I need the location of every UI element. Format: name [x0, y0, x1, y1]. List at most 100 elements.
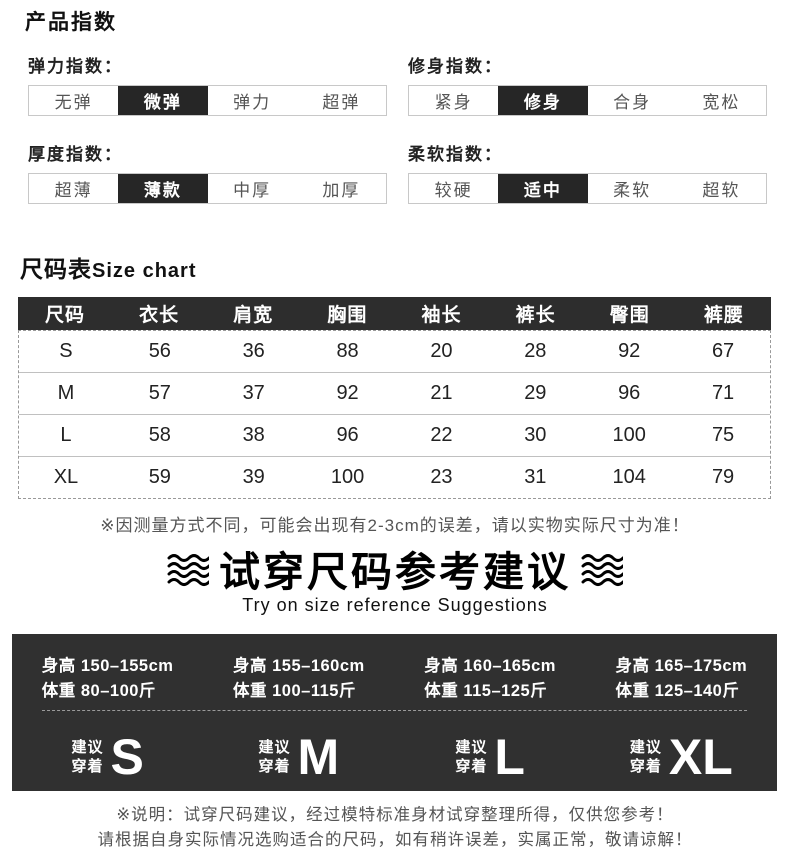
table-cell: 100 — [330, 466, 365, 488]
table-cell: 37 — [242, 382, 265, 404]
size-chart-table: 尺码 衣长 肩宽 胸围 袖长 裤长 臀围 裤腰 S 56 36 88 20 28 92 67 M 57 37 92 2… — [18, 297, 771, 499]
index-option-selected: 修身 — [498, 86, 588, 115]
table-cell: L — [60, 424, 72, 446]
size-chart-header-row: 尺码 衣长 肩宽 胸围 袖长 裤长 臀围 裤腰 — [18, 297, 771, 330]
suggestion-row: 建议 穿着 L — [455, 732, 525, 782]
recommendation-col-s: 身高 150–155cm 体重 80–100斤 建议 穿着 S — [12, 634, 203, 791]
table-cell: XL — [53, 466, 79, 488]
index-group-label: 弹力指数： — [28, 57, 123, 76]
suggest-label-line1: 建议 — [455, 739, 488, 757]
index-option-bar: 超薄 薄款 中厚 加厚 — [28, 173, 387, 204]
index-group-0: 弹力指数： 无弹 微弹 弹力 超弹 — [28, 52, 387, 116]
table-cell: 96 — [618, 382, 641, 404]
table-cell: 21 — [430, 382, 453, 404]
index-option: 弹力 — [233, 93, 272, 112]
table-cell: 75 — [711, 424, 735, 446]
footer-note-line1: ※说明：试穿尺码建议，经过模特标准身材试穿整理所得，仅供您参考！ — [116, 806, 674, 825]
measurement-note: ※因测量方式不同，可能会出现有2-3cm的误差，请以实物实际尺寸为准！ — [100, 516, 690, 535]
recommendation-col-xl: 身高 165–175cm 体重 125–140斤建议 穿着 XL — [586, 634, 777, 791]
table-cell: 58 — [148, 424, 171, 446]
height-text: 身高 150–155cm — [41, 657, 174, 676]
table-cell: 31 — [524, 466, 547, 488]
table-row: XL 59 39 100 23 31 104 79 — [19, 456, 770, 498]
suggest-label: 建议 穿着 — [630, 738, 662, 776]
table-cell: S — [59, 340, 73, 362]
index-group-2: 厚度指数： 超薄 薄款 中厚 加厚 — [28, 140, 387, 204]
suggest-label: 建议 穿着 — [259, 738, 291, 776]
size-chart-column-header: 袖长 — [421, 305, 462, 326]
index-group-label: 修身指数： — [408, 57, 503, 76]
index-option-bar: 较硬 适中 柔软 超软 — [408, 173, 767, 204]
suggested-size: S — [110, 729, 144, 786]
height-weight-text: 身高 160–165cm 体重 115–125斤 — [424, 654, 556, 704]
index-option-bar: 无弹 微弹 弹力 超弹 — [28, 85, 387, 116]
index-option: 柔软 — [613, 181, 652, 200]
index-group-1: 修身指数： 紧身 修身 合身 宽松 — [408, 52, 767, 116]
size-chart-body: S 56 36 88 20 28 92 67 M 57 37 92 21 29 96 71 L 58 38 96 22 3… — [18, 330, 771, 499]
suggestion-row: 建议 穿着 XL — [630, 732, 733, 782]
size-chart-title: 尺码表Size chart — [20, 250, 790, 284]
size-chart-title-cn: 尺码表 — [20, 256, 92, 282]
table-cell: 56 — [148, 340, 171, 362]
table-cell: 79 — [711, 466, 735, 488]
height-weight-text: 身高 165–175cm 体重 125–140斤 — [616, 654, 748, 704]
footer-notes: ※说明：试穿尺码建议，经过模特标准身材试穿整理所得，仅供您参考！ 请根据自身实际… — [0, 803, 790, 853]
table-row: M 57 37 92 21 29 96 71 — [19, 372, 770, 414]
height-text: 身高 155–160cm — [233, 657, 365, 676]
recommendation-col-m: 身高 155–160cm 体重 100–115斤 建议 穿着 M — [203, 634, 394, 791]
table-cell: 57 — [148, 382, 171, 404]
table-row: L 58 38 96 22 30 100 75 — [19, 414, 770, 456]
size-chart-column-header: 臀围 — [609, 305, 650, 326]
index-option: 无弹 — [54, 93, 93, 112]
table-cell: 96 — [336, 424, 359, 446]
product-index-section: 弹力指数： 无弹 微弹 弹力 超弹 修身指数： 紧身 修身 合身 宽松 厚度指数： 超薄 薄款 中厚 加厚 柔… — [28, 52, 767, 204]
suggest-label: 建议 穿着 — [71, 738, 103, 776]
index-option: 紧身 — [434, 93, 473, 112]
table-cell: 29 — [524, 382, 547, 404]
table-cell: 38 — [242, 424, 265, 446]
index-option-selected: 适中 — [498, 174, 588, 203]
suggest-label-line2: 穿着 — [629, 758, 662, 776]
index-group-label: 柔软指数： — [408, 145, 503, 164]
table-cell: 20 — [430, 340, 453, 362]
height-text: 身高 160–165cm — [424, 657, 556, 676]
recommendation-col-l: 身高 160–165cm 体重 115–125斤建议 穿着 L — [395, 634, 586, 791]
tryon-title: 试穿尺码参考建议 — [219, 549, 571, 595]
dashed-divider — [42, 710, 747, 712]
index-option-selected: 薄款 — [118, 174, 208, 203]
weight-text: 体重 100–115斤 — [233, 682, 356, 701]
weight-text: 体重 115–125斤 — [424, 682, 548, 701]
size-chart-column-header: 胸围 — [327, 305, 368, 326]
size-chart-title-en: Size chart — [92, 260, 197, 282]
suggest-label-line1: 建议 — [258, 739, 291, 757]
index-option: 合身 — [613, 93, 652, 112]
size-chart-column-header: 裤腰 — [703, 305, 744, 326]
height-text: 身高 165–175cm — [615, 657, 748, 676]
index-option-bar: 紧身 修身 合身 宽松 — [408, 85, 767, 116]
table-cell: 39 — [242, 466, 265, 488]
table-cell: 88 — [336, 340, 359, 362]
index-option: 较硬 — [434, 181, 473, 200]
index-group-label: 厚度指数： — [28, 145, 123, 164]
wave-right-icon — [581, 553, 625, 592]
wave-left-icon — [167, 553, 211, 592]
table-cell: 28 — [524, 340, 547, 362]
suggest-label-line1: 建议 — [629, 739, 662, 757]
weight-text: 体重 125–140斤 — [615, 682, 740, 701]
page-title: 产品指数 — [25, 11, 117, 34]
table-cell: 36 — [242, 340, 265, 362]
index-option: 超弹 — [322, 93, 361, 112]
footer-note-line2: 请根据自身实际情况选购适合的尺码，如有稍许误差，实属正常，敬请谅解！ — [97, 831, 693, 850]
table-cell: 22 — [430, 424, 453, 446]
table-cell: 30 — [524, 424, 547, 446]
index-option: 超薄 — [54, 181, 93, 200]
size-chart-column-header: 尺码 — [45, 305, 86, 326]
suggestion-row: 建议 穿着 S — [71, 729, 144, 786]
table-cell: 23 — [430, 466, 453, 488]
index-option-selected: 微弹 — [118, 86, 208, 115]
suggest-label: 建议 穿着 — [455, 738, 487, 776]
size-chart-column-header: 裤长 — [515, 305, 556, 326]
suggest-label-line2: 穿着 — [258, 758, 291, 776]
index-option: 中厚 — [233, 181, 272, 200]
